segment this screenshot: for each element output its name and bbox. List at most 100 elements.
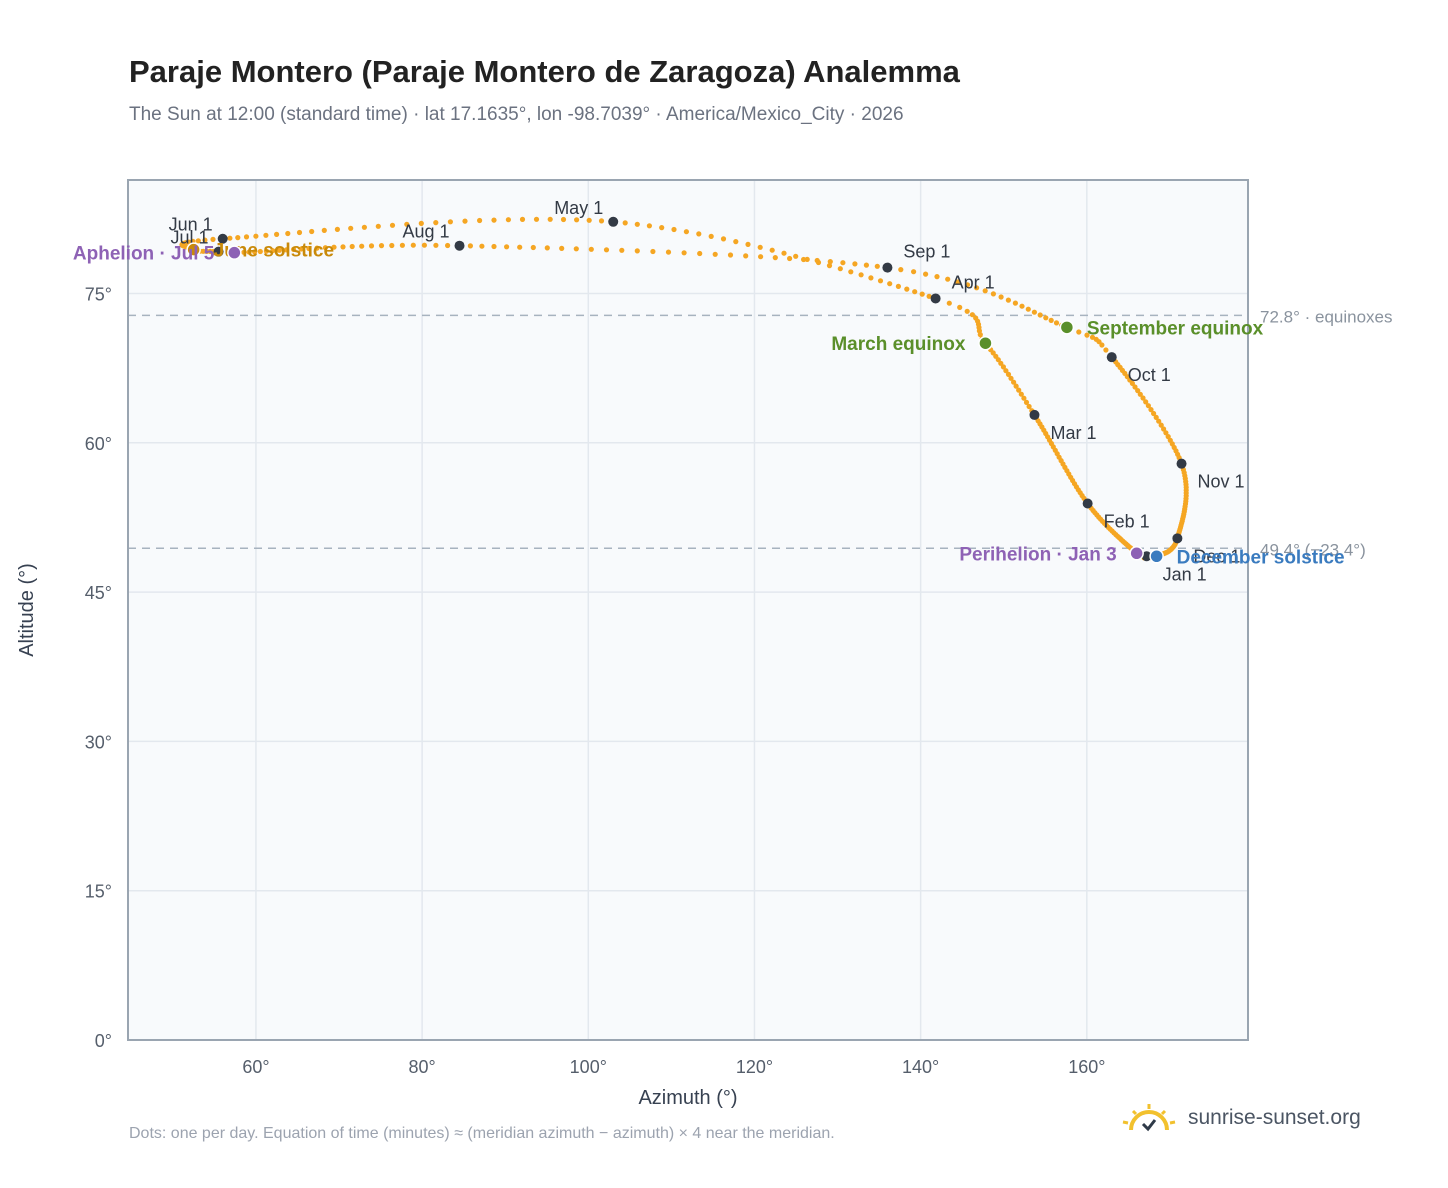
month-label-nov-1: Nov 1 xyxy=(1198,472,1245,492)
month-label-feb-1: Feb 1 xyxy=(1104,511,1150,531)
month-marker-jun-1 xyxy=(217,233,228,244)
day-dot xyxy=(858,272,864,278)
day-dot xyxy=(314,245,320,251)
day-dot xyxy=(634,221,640,227)
day-dot xyxy=(863,262,870,268)
day-dot xyxy=(491,217,497,223)
day-dot xyxy=(696,231,702,237)
event-marker-march-equinox xyxy=(978,335,993,351)
y-tick-label-75: 75° xyxy=(85,284,112,304)
x-tick-label-60: 60° xyxy=(242,1057,269,1077)
month-label-may-1: May 1 xyxy=(554,198,603,218)
day-dot xyxy=(309,228,315,235)
day-dot xyxy=(270,248,276,254)
day-dot xyxy=(1008,375,1014,381)
day-dot xyxy=(1021,395,1027,401)
x-tick-label-120: 120° xyxy=(736,1057,773,1077)
day-dot xyxy=(1076,329,1082,335)
day-dot xyxy=(447,219,453,225)
sun-logo-icon xyxy=(1122,1104,1176,1132)
y-tick-label-0: 0° xyxy=(95,1031,112,1051)
month-marker-apr-1 xyxy=(930,293,941,304)
day-dot xyxy=(227,235,233,241)
day-dot xyxy=(359,243,365,249)
day-dot xyxy=(887,281,893,287)
day-dot xyxy=(1163,430,1169,436)
day-dot xyxy=(530,244,536,251)
day-dot xyxy=(588,246,594,252)
plot-frame xyxy=(127,179,1249,1041)
day-dot xyxy=(378,243,385,249)
x-tick-label-80: 80° xyxy=(409,1057,436,1077)
event-label-september-equinox: September equinox xyxy=(1087,318,1264,339)
chart-title: Paraje Montero (Paraje Montero de Zarago… xyxy=(129,54,960,89)
day-dot xyxy=(321,227,327,233)
brand[interactable]: sunrise-sunset.org xyxy=(1120,1102,1361,1134)
day-dot xyxy=(1048,317,1054,323)
day-dot xyxy=(1012,300,1019,306)
day-dot xyxy=(697,250,703,257)
day-dot xyxy=(433,220,439,226)
event-marker-june-solstice xyxy=(186,242,201,257)
day-dot xyxy=(210,236,216,242)
day-dot xyxy=(477,217,483,224)
day-dot xyxy=(898,267,904,273)
day-dot xyxy=(998,294,1004,300)
day-dot xyxy=(1145,403,1151,409)
day-dot xyxy=(720,236,727,242)
day-dot xyxy=(904,286,910,292)
day-dot xyxy=(519,216,526,222)
day-dot xyxy=(322,245,328,251)
month-label-apr-1: Apr 1 xyxy=(952,272,995,292)
day-dot xyxy=(837,266,843,272)
event-marker-perihelion-jan-3 xyxy=(1129,546,1144,561)
day-dot xyxy=(1099,342,1105,348)
day-dot xyxy=(743,253,749,259)
day-dot xyxy=(919,291,925,297)
day-dot xyxy=(619,247,625,253)
day-dot xyxy=(586,217,592,223)
day-dot xyxy=(934,274,940,280)
footnote: Dots: one per day. Equation of time (min… xyxy=(129,1125,835,1142)
day-dot xyxy=(1025,306,1031,312)
day-dot xyxy=(650,248,656,255)
day-dot xyxy=(1018,391,1024,397)
month-label-mar-1: Mar 1 xyxy=(1050,423,1096,443)
month-marker-sep-1 xyxy=(882,262,893,273)
day-dot xyxy=(1026,403,1032,410)
day-dot xyxy=(1005,297,1012,303)
day-dot xyxy=(306,245,312,252)
y-tick-label-60: 60° xyxy=(85,434,112,454)
day-dot xyxy=(274,231,280,237)
day-dot xyxy=(733,239,739,245)
day-dot xyxy=(969,312,976,318)
day-dot xyxy=(1140,395,1146,401)
day-dot xyxy=(1043,315,1049,321)
day-dot xyxy=(505,217,511,223)
day-dot xyxy=(671,226,677,233)
day-dot xyxy=(533,216,540,222)
day-dot xyxy=(418,220,424,226)
day-dot xyxy=(235,235,241,241)
y-tick-label-15: 15° xyxy=(85,882,112,902)
day-dot xyxy=(202,237,208,243)
plot-area xyxy=(128,180,1248,1040)
y-tick-label-45: 45° xyxy=(85,583,112,603)
day-dot xyxy=(1137,391,1143,397)
month-label-jul-1: Jul 1 xyxy=(171,228,209,248)
day-dot xyxy=(368,243,375,249)
day-dot xyxy=(781,250,787,256)
reference-line-label-0: 72.8° · equinoxes xyxy=(1260,307,1393,326)
reference-line-label-1: 49.4° (−23.4°) xyxy=(1260,540,1366,559)
brand-name: sunrise-sunset.org xyxy=(1188,1106,1361,1129)
day-dot xyxy=(252,249,258,255)
day-dot xyxy=(659,225,665,231)
month-marker-jul-1 xyxy=(213,246,224,257)
month-label-aug-1: Aug 1 xyxy=(402,222,449,242)
day-dot xyxy=(263,232,269,238)
day-dot xyxy=(990,291,997,297)
event-marker-december-solstice xyxy=(1149,549,1164,564)
day-dot xyxy=(912,289,918,295)
day-dot xyxy=(1132,384,1138,390)
day-dot xyxy=(1053,320,1060,326)
